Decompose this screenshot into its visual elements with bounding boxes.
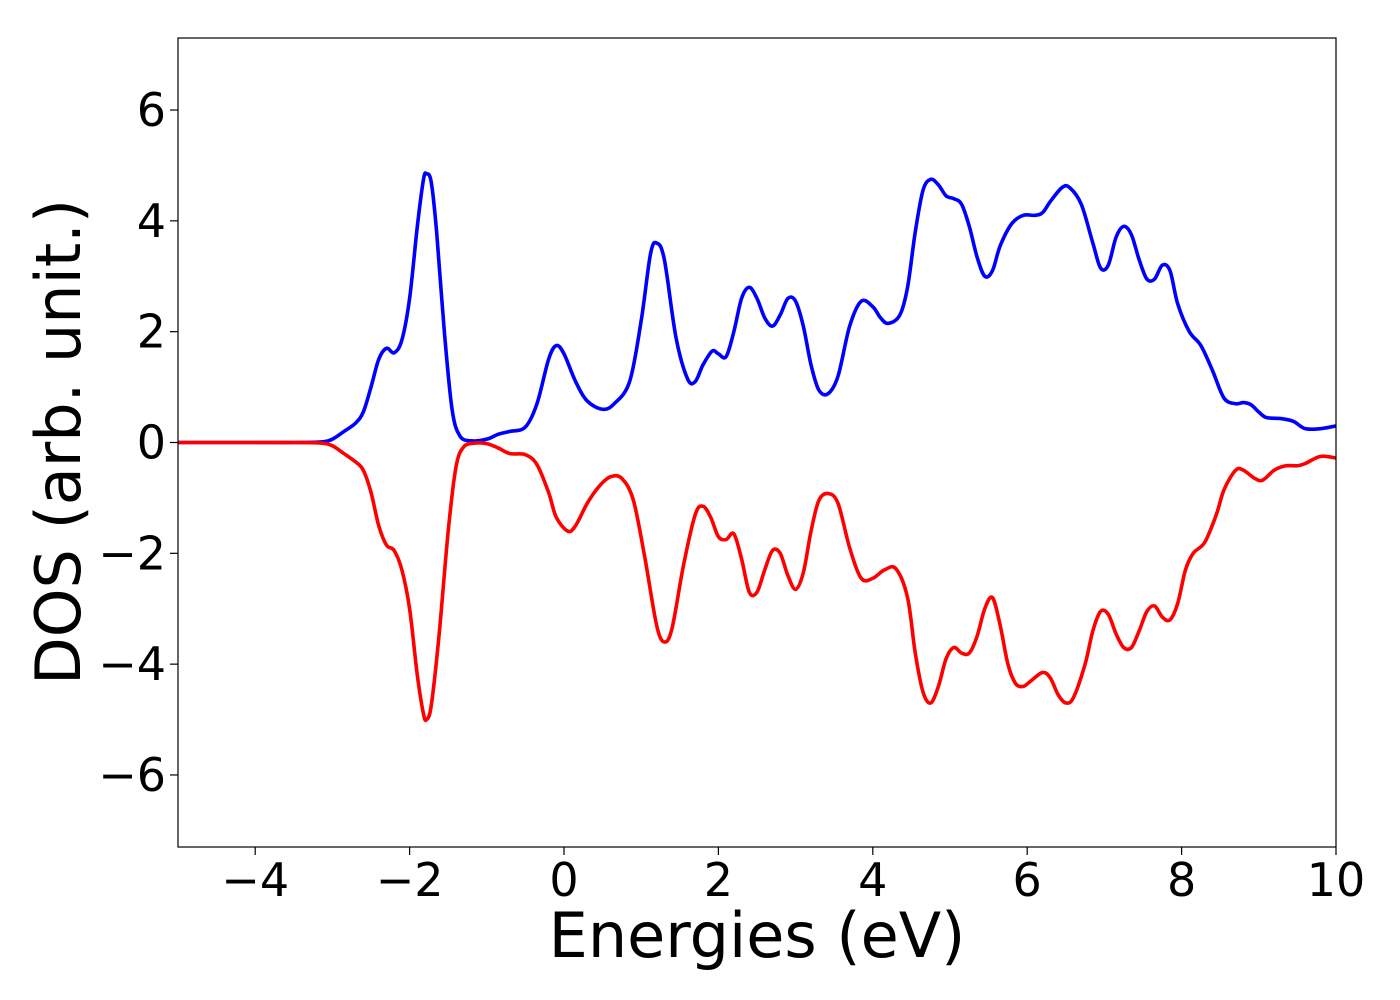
x-tick-label: 4 — [858, 853, 887, 907]
x-tick-label: 8 — [1167, 853, 1196, 907]
x-tick-label: 0 — [549, 853, 578, 907]
y-tick-label: 2 — [137, 305, 166, 359]
y-tick-label: 6 — [137, 83, 166, 137]
y-tick-label: −2 — [98, 526, 166, 580]
x-tick-label: −4 — [221, 853, 289, 907]
y-tick-label: −6 — [98, 748, 166, 802]
series-line-spin-down — [178, 440, 1336, 723]
y-axis-label: DOS (arb. unit.) — [22, 199, 95, 685]
series-line-spin-up — [178, 171, 1336, 445]
x-axis: −4 −2 0 2 4 6 8 10 — [221, 847, 1365, 907]
x-tick-label: 6 — [1013, 853, 1042, 907]
x-tick-label: 10 — [1307, 853, 1366, 907]
y-tick-label: −4 — [98, 637, 166, 691]
y-tick-label: 0 — [137, 416, 166, 470]
x-tick-label: −2 — [376, 853, 444, 907]
y-axis: −6 −4 −2 0 2 4 6 — [98, 83, 178, 802]
y-tick-label: 4 — [137, 194, 166, 248]
x-axis-label: Energies (eV) — [549, 899, 966, 972]
series-layer — [178, 171, 1336, 723]
x-tick-label: 2 — [704, 853, 733, 907]
